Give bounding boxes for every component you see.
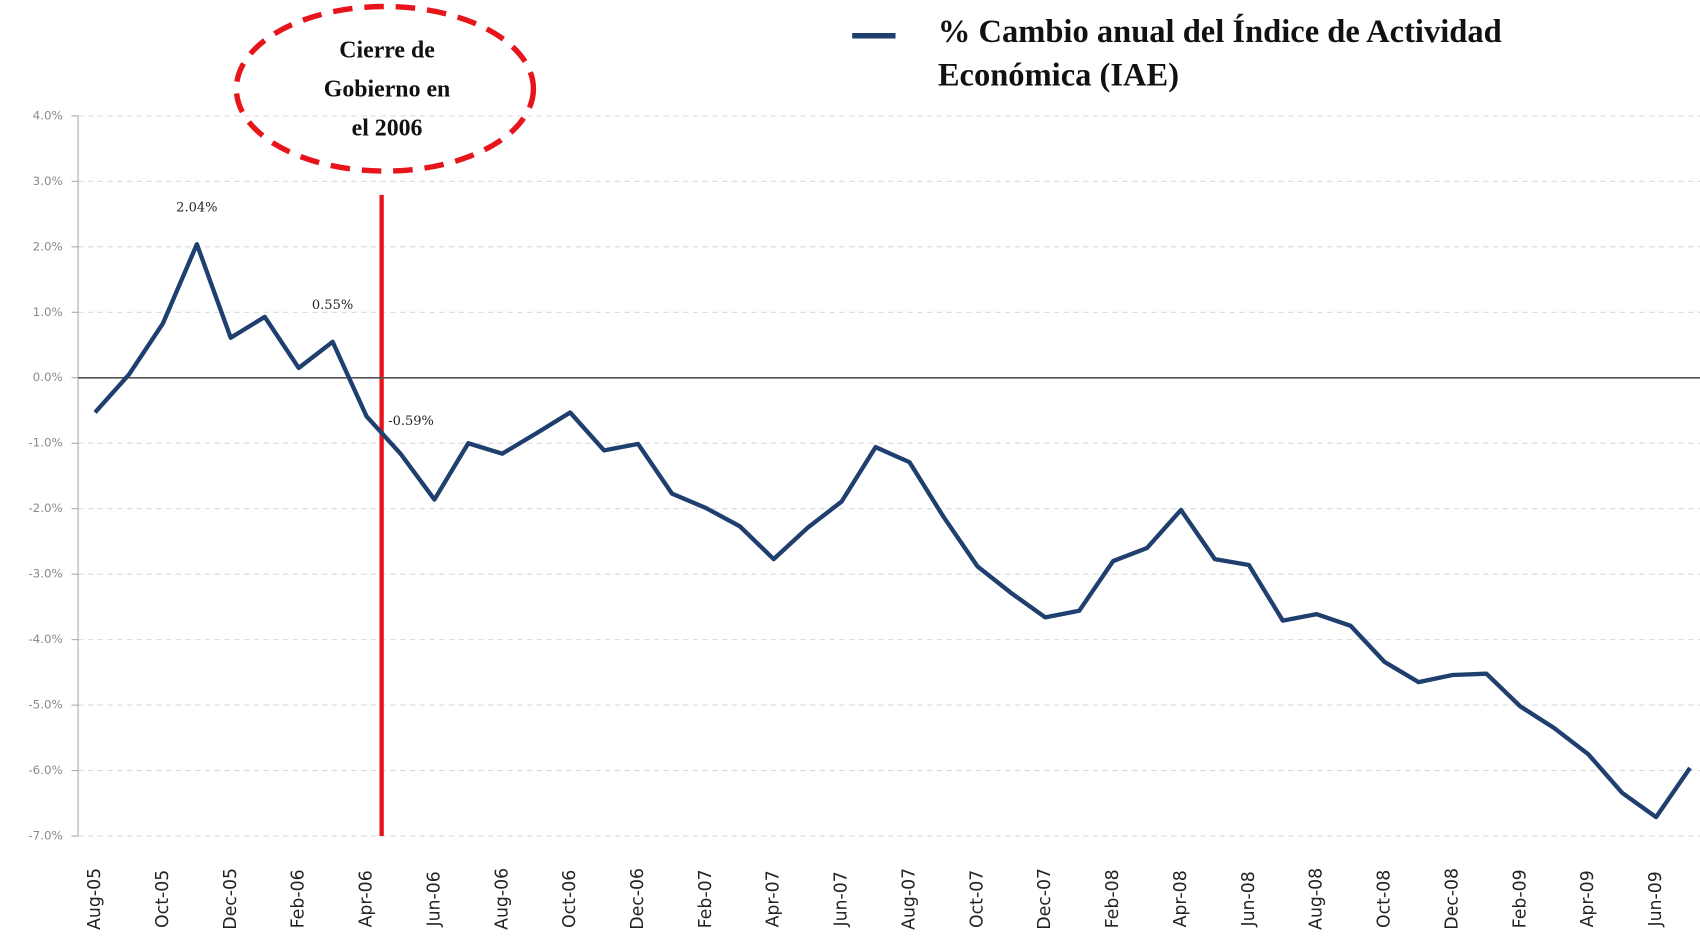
x-tick-label: Apr-09 xyxy=(1578,870,1598,927)
x-tick-label: Feb-09 xyxy=(1510,869,1530,928)
y-tick-label: -1.0% xyxy=(28,436,63,450)
x-tick-label: Oct-05 xyxy=(153,870,173,928)
x-tick-label: Feb-08 xyxy=(1103,869,1123,928)
y-tick-label: -7.0% xyxy=(28,829,63,843)
x-tick-label: Jun-09 xyxy=(1646,871,1666,927)
x-tick-label: Aug-05 xyxy=(85,868,105,930)
x-tick-label: Dec-06 xyxy=(628,868,648,930)
y-tick-label: 1.0% xyxy=(33,305,63,319)
y-tick-label: 2.0% xyxy=(33,239,63,253)
x-tick-label: Jun-07 xyxy=(832,871,852,927)
y-tick-label: -2.0% xyxy=(28,501,63,515)
x-tick-label: Oct-07 xyxy=(967,870,987,928)
y-tick-label: -5.0% xyxy=(28,698,63,712)
data-label: 2.04% xyxy=(176,201,217,216)
x-tick-label: Dec-07 xyxy=(1035,868,1055,930)
y-tick-label: -3.0% xyxy=(28,567,63,581)
x-tick-label: Apr-07 xyxy=(764,870,784,927)
x-tick-label: Aug-08 xyxy=(1307,868,1327,930)
x-tick-label: Jun-06 xyxy=(424,871,444,927)
x-tick-label: Dec-08 xyxy=(1442,868,1462,930)
annotation-ellipse xyxy=(233,3,537,174)
annotation-text: Cierre de xyxy=(339,37,435,63)
data-line xyxy=(93,242,1692,820)
data-label: 0.55% xyxy=(312,298,353,313)
x-tick-label: Aug-07 xyxy=(899,868,919,930)
annotation-text: el 2006 xyxy=(352,115,423,141)
x-tick-label: Feb-07 xyxy=(696,869,716,928)
legend: % Cambio anual del Índice de Actividad E… xyxy=(937,14,1502,94)
data-label: -0.59% xyxy=(388,414,434,429)
x-tick-label: Apr-06 xyxy=(357,870,377,927)
x-tick-label: Oct-06 xyxy=(560,870,580,928)
y-tick-label: 0.0% xyxy=(33,370,63,384)
x-tick-label: Aug-06 xyxy=(492,868,512,930)
x-tick-label: Apr-08 xyxy=(1171,870,1191,927)
x-tick-label: Dec-05 xyxy=(221,868,241,930)
y-tick-label: -6.0% xyxy=(28,763,63,777)
y-tick-label: 4.0% xyxy=(33,108,63,122)
annotation-text: Gobierno en xyxy=(324,76,451,102)
x-tick-label: Jun-08 xyxy=(1239,871,1259,927)
legend-label: % Cambio anual del Índice de Actividad E… xyxy=(937,14,1502,94)
x-tick-label: Oct-08 xyxy=(1375,870,1395,928)
y-tick-label: -4.0% xyxy=(28,632,63,646)
y-tick-label: 3.0% xyxy=(33,174,63,188)
x-tick-label: Feb-06 xyxy=(289,869,309,928)
